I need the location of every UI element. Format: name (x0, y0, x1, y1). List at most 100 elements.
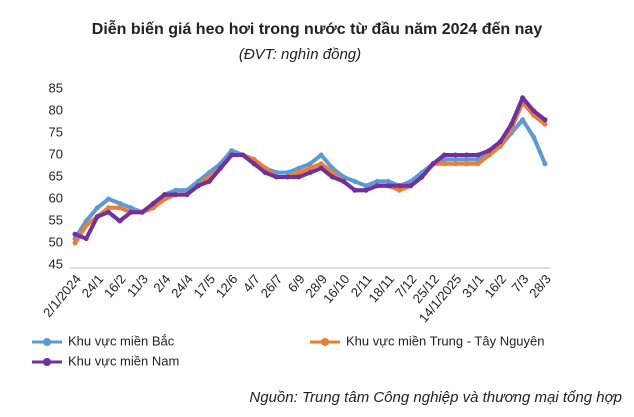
data-point (117, 205, 123, 211)
x-tick-label: 11/3 (124, 271, 151, 299)
y-tick-label: 65 (49, 168, 63, 183)
data-point (128, 205, 134, 211)
y-tick-label: 50 (49, 234, 63, 249)
data-point (475, 152, 481, 158)
x-tick-label: 31/1 (459, 271, 487, 300)
data-point (385, 183, 391, 189)
data-point (240, 152, 246, 158)
y-tick-label: 55 (49, 212, 63, 227)
data-point (150, 200, 156, 206)
data-point (508, 121, 514, 127)
x-tick-label: 24/1 (79, 271, 107, 300)
legend-marker (43, 358, 51, 366)
data-point (94, 214, 100, 220)
data-point (285, 170, 291, 176)
data-point (542, 121, 548, 127)
data-point (452, 161, 458, 167)
data-point (251, 161, 257, 167)
data-point (363, 183, 369, 189)
y-tick-label: 85 (49, 80, 63, 95)
data-point (83, 236, 89, 242)
source-note: Nguồn: Trung tâm Công nghiệp và thương m… (249, 389, 622, 406)
data-point (229, 148, 235, 154)
x-tick-label: 2/1/2024 (40, 271, 84, 319)
data-point (531, 134, 537, 140)
data-point (352, 187, 358, 193)
series-line (73, 117, 547, 240)
data-point (352, 178, 358, 184)
chart-title: Diễn biến giá heo hơi trong nước từ đầu … (92, 19, 543, 38)
data-point (464, 152, 470, 158)
legend-marker (43, 338, 51, 346)
data-point (464, 161, 470, 167)
data-point (72, 231, 78, 237)
data-point (318, 165, 324, 171)
data-point (408, 183, 414, 189)
data-point (542, 117, 548, 123)
data-point (106, 196, 112, 202)
legend-marker (321, 338, 329, 346)
data-point (285, 174, 291, 180)
data-point (106, 205, 112, 211)
x-tick-label: 16/2 (101, 271, 129, 300)
x-tick-label: 26/7 (258, 271, 286, 300)
data-point (374, 178, 380, 184)
data-point (475, 161, 481, 167)
data-point (206, 178, 212, 184)
data-point (195, 183, 201, 189)
data-point (385, 178, 391, 184)
data-point (542, 161, 548, 167)
data-point (363, 187, 369, 193)
data-point (83, 222, 89, 228)
y-tick-label: 80 (49, 102, 63, 117)
data-point (520, 117, 526, 123)
data-point (217, 165, 223, 171)
data-point (162, 192, 168, 198)
data-point (296, 170, 302, 176)
data-point (464, 156, 470, 162)
data-point (520, 95, 526, 101)
data-point (419, 174, 425, 180)
data-point (307, 170, 313, 176)
data-point (486, 152, 492, 158)
data-point (318, 161, 324, 167)
data-point (497, 139, 503, 145)
data-point (452, 156, 458, 162)
y-tick-label: 75 (49, 124, 63, 139)
data-point (430, 161, 436, 167)
data-point (296, 174, 302, 180)
legend-label: Khu vực miền Trung - Tây Nguyên (346, 333, 545, 348)
data-point (106, 209, 112, 215)
x-tick-label: 17/5 (190, 271, 218, 300)
data-point (273, 174, 279, 180)
y-tick-label: 70 (49, 146, 63, 161)
data-point (329, 174, 335, 180)
data-point (262, 170, 268, 176)
y-tick-label: 60 (49, 190, 63, 205)
x-tick-label: 24/4 (168, 271, 196, 300)
data-point (486, 148, 492, 154)
legend-label: Khu vực miền Bắc (68, 333, 175, 348)
data-point (117, 200, 123, 206)
x-tick-label: 18/11 (365, 271, 397, 305)
data-point (173, 187, 179, 193)
data-point (296, 165, 302, 171)
data-point (374, 183, 380, 189)
data-point (139, 209, 145, 215)
data-point (117, 218, 123, 224)
data-point (307, 161, 313, 167)
legend-label: Khu vực miền Nam (68, 353, 179, 368)
data-point (397, 183, 403, 189)
data-point (318, 152, 324, 158)
data-point (441, 152, 447, 158)
data-point (531, 108, 537, 114)
chart-subtitle: (ĐVT: nghìn đồng) (239, 46, 361, 63)
data-point (72, 240, 78, 246)
data-point (452, 152, 458, 158)
data-point (94, 205, 100, 211)
data-point (307, 165, 313, 171)
data-point (229, 152, 235, 158)
x-tick-label: 16/2 (481, 271, 509, 300)
data-point (128, 209, 134, 215)
